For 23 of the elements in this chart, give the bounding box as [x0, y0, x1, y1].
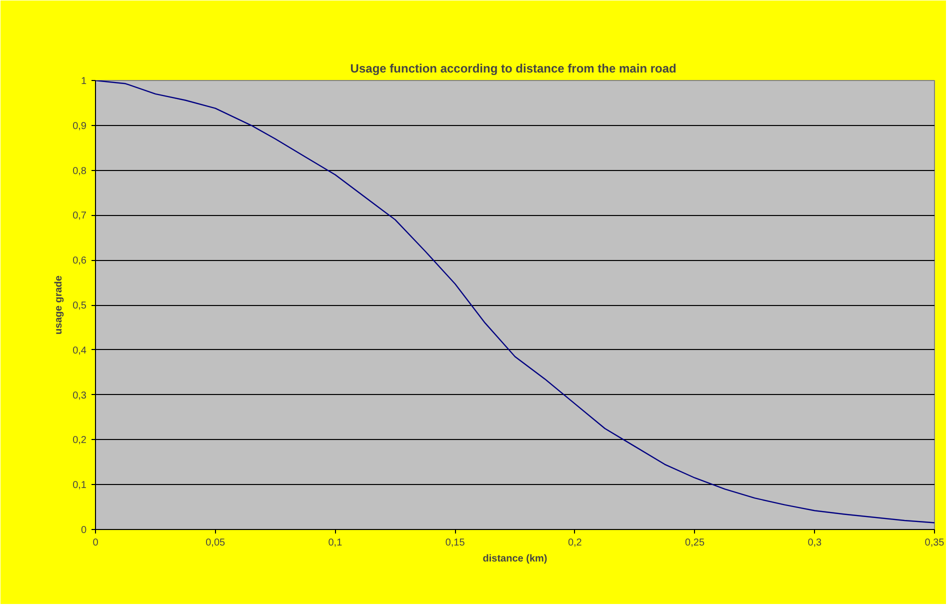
x-tick-label: 0,2 — [568, 538, 582, 548]
x-tick-label: 0,05 — [206, 538, 226, 548]
y-tick-label: 0,8 — [72, 166, 87, 177]
x-tick-label: 0,15 — [445, 538, 466, 548]
x-tick-label: 0,25 — [685, 538, 705, 548]
y-tick-label: 0,1 — [72, 480, 87, 492]
y-axis-title: usage grade — [54, 275, 65, 334]
x-axis-title: distance (km) — [482, 554, 548, 564]
y-tick-label: 0,9 — [72, 120, 87, 132]
chart-title: Usage function according to distance from the main road — [350, 62, 676, 76]
y-tick-label: 0,6 — [72, 256, 87, 267]
y-tick-label: 0,5 — [72, 300, 87, 312]
y-tick-label: 0,4 — [72, 345, 87, 356]
y-tick-label: 0,2 — [72, 435, 87, 446]
y-tick-label: 0 — [80, 525, 87, 536]
x-tick-label: 0 — [92, 538, 99, 548]
line-series — [96, 80, 934, 524]
x-tick-label: 0,1 — [328, 538, 343, 548]
y-tick-label: 1 — [80, 76, 87, 87]
y-tick-label: 0,3 — [72, 390, 87, 402]
x-tick-label: 0,3 — [808, 538, 822, 548]
y-tick-label: 0,7 — [72, 210, 87, 222]
x-tick-label: 0,35 — [924, 538, 945, 548]
